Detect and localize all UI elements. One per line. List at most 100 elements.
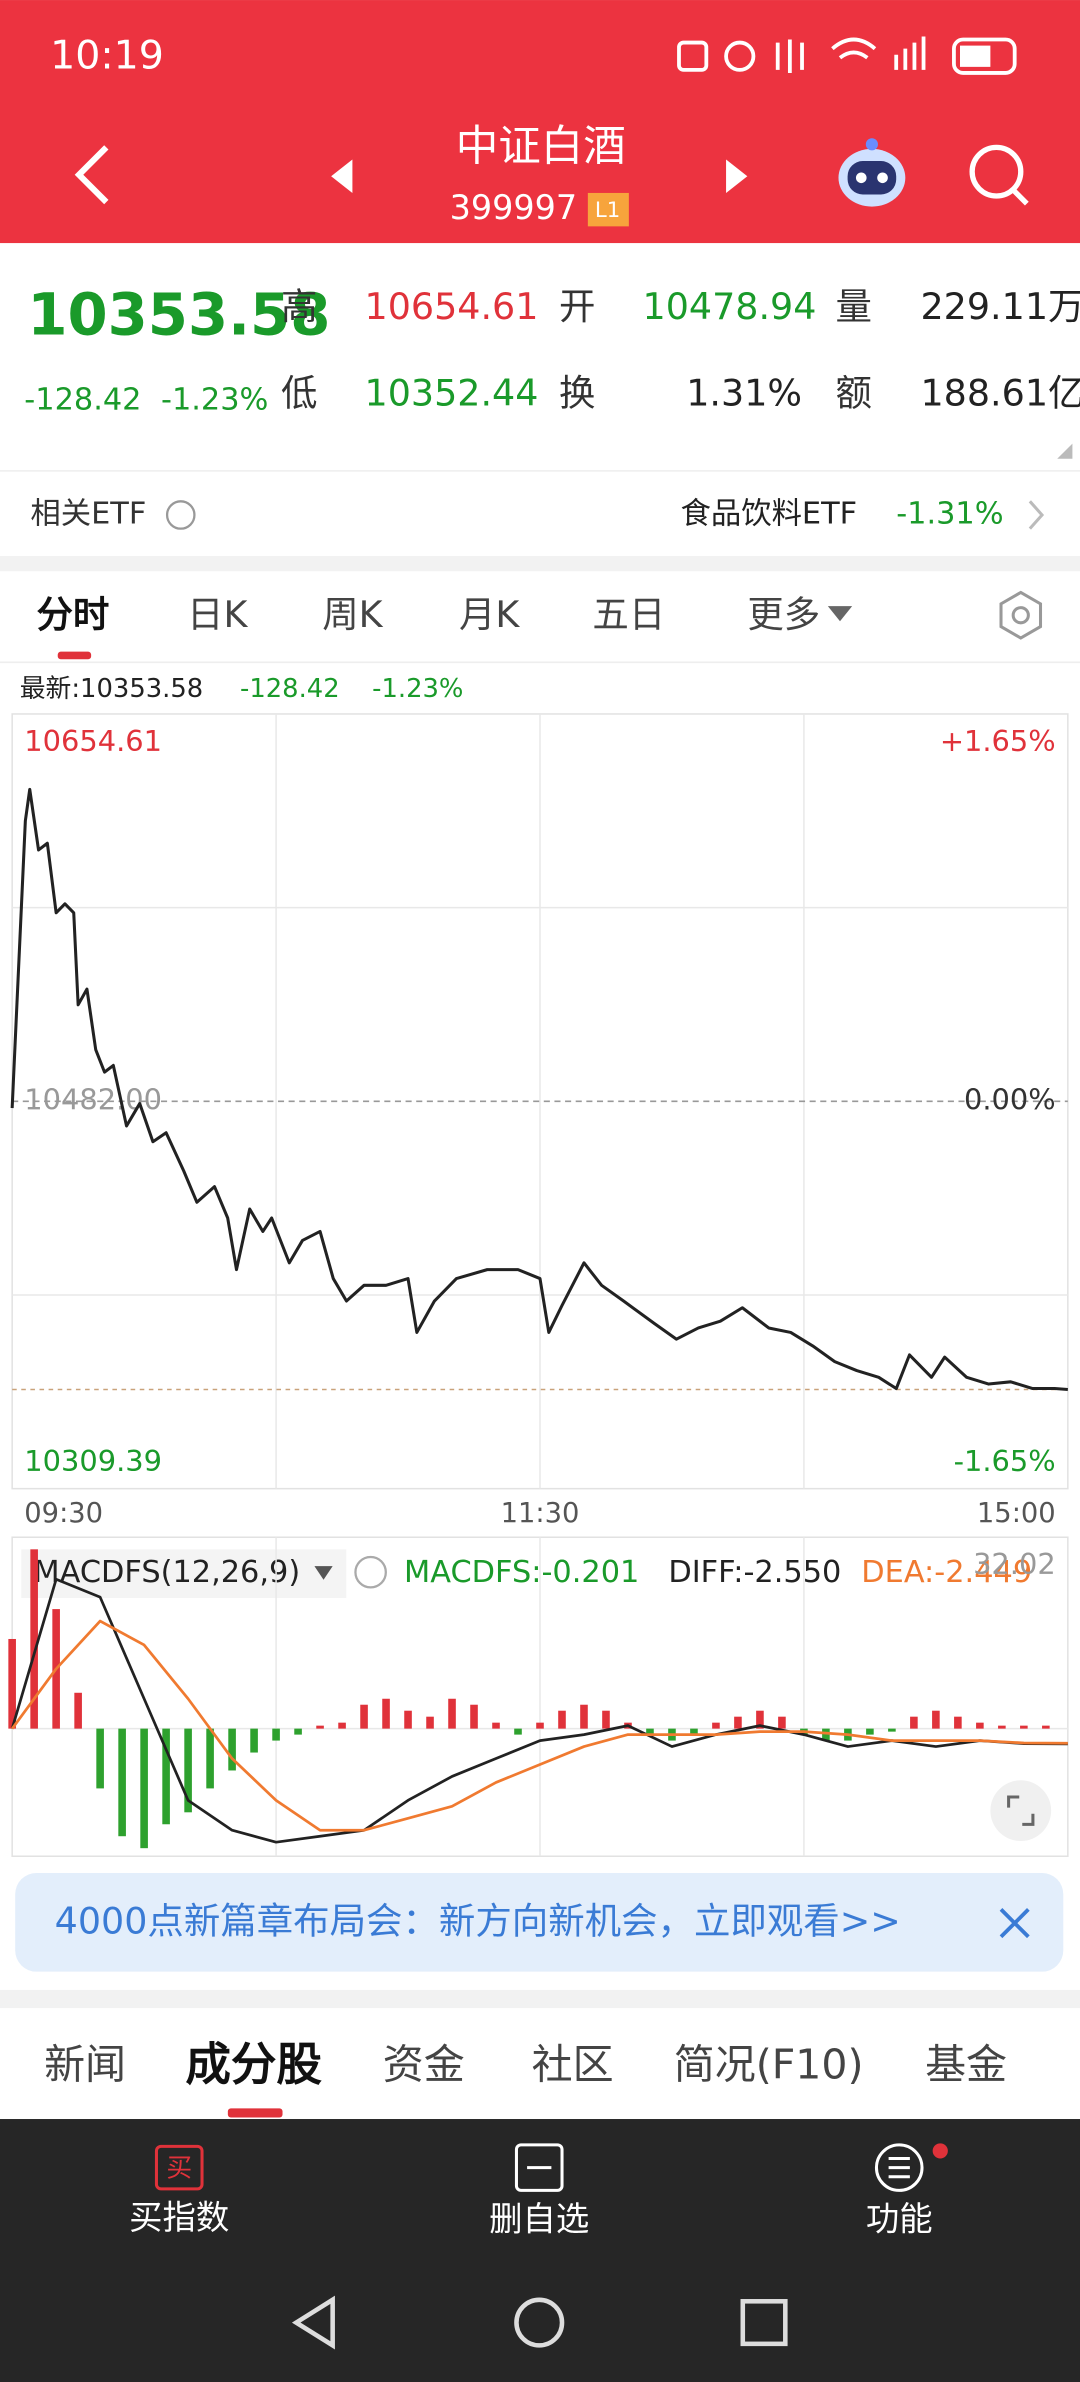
toolbar-item[interactable]: 删自选: [489, 2199, 589, 2238]
field-label: 低: [281, 371, 317, 414]
macd-bar: [448, 1698, 456, 1729]
macd-title: MACDFS(12,26,9): [33, 1555, 300, 1590]
field-value: 10654.61: [365, 285, 539, 328]
tab[interactable]: 资金: [383, 2040, 465, 2088]
price-line: [10, 787, 1068, 1391]
robot-button[interactable]: [838, 138, 906, 207]
macd-bar: [30, 1549, 38, 1729]
bottom-bar: [0, 2119, 1080, 2382]
section-gap: [0, 555, 1080, 572]
field-value: 10352.44: [365, 371, 539, 414]
tab[interactable]: 更多: [747, 593, 820, 636]
settings-dot: [1011, 606, 1030, 625]
tab[interactable]: 周K: [322, 593, 383, 636]
tab[interactable]: 新闻: [44, 2040, 126, 2088]
period-tabs: 分时 日K 周K 月K 五日 更多: [36, 593, 820, 636]
macd-bar: [184, 1728, 192, 1813]
help-icon[interactable]: [354, 1555, 387, 1589]
more-arrow: [827, 606, 853, 622]
toolbar-item[interactable]: 功能: [866, 2199, 933, 2238]
field-label: 高: [281, 285, 317, 328]
macd-bar: [162, 1728, 170, 1825]
banner-text: 4000点新篇章布局会：新方向新机会，立即观看>>: [55, 1900, 901, 1943]
prev-button[interactable]: [331, 159, 353, 193]
y-tick-label: 10654.61: [24, 724, 162, 758]
tab-underline: [57, 651, 92, 660]
field-value: 10478.94: [643, 285, 817, 328]
field-label: 量: [835, 285, 871, 328]
tab[interactable]: 成分股: [185, 2038, 322, 2091]
y2-tick-label: -1.65%: [954, 1444, 1056, 1478]
macd-bar: [382, 1698, 390, 1729]
settings-button[interactable]: [999, 590, 1043, 640]
macd-bar: [74, 1692, 82, 1729]
macd-bar: [558, 1710, 566, 1729]
macd-bar: [404, 1710, 412, 1729]
x-tick-label: 09:30: [24, 1498, 103, 1529]
bottom-tabs: 新闻 成分股 资金 社区 简况(F10) 基金: [44, 2038, 1007, 2091]
help-icon[interactable]: [165, 500, 196, 530]
latest-pct: -1.23%: [372, 674, 463, 704]
macd-bar: [580, 1704, 588, 1729]
y2-tick-label: 0.00%: [964, 1082, 1056, 1116]
tab[interactable]: 日K: [187, 593, 248, 636]
function-icon: [874, 2143, 924, 2192]
tab[interactable]: 月K: [459, 593, 520, 636]
macd-bar: [602, 1710, 610, 1729]
y-tick-label: 32.02: [973, 1547, 1056, 1581]
delete-icon: [514, 2143, 564, 2192]
search-button[interactable]: [969, 144, 1029, 206]
macd-bar: [118, 1728, 126, 1837]
macd-bar: [492, 1722, 500, 1729]
macd-bar: [756, 1710, 764, 1729]
etf-label: 相关ETF: [30, 496, 146, 531]
tab[interactable]: 简况(F10): [674, 2040, 864, 2088]
tab[interactable]: 社区: [532, 2040, 614, 2088]
charts: 09:30 11:30 15:00 10309.39 10482.00 10654.61 -…: [8, 713, 1068, 1857]
latest-change: -128.42: [240, 674, 340, 704]
nav-recent[interactable]: [740, 2299, 788, 2347]
macd-bar: [228, 1728, 236, 1771]
macd-bar: [140, 1728, 148, 1849]
macd-line: [11, 1619, 1068, 1832]
banner[interactable]: [15, 1872, 1064, 1972]
next-button[interactable]: [726, 159, 748, 193]
tab[interactable]: 基金: [925, 2040, 1007, 2088]
field-value: 229.11万: [921, 285, 1080, 328]
change: -128.42: [24, 383, 141, 418]
field-value: 1.31%: [686, 371, 802, 414]
macd-bar: [1020, 1725, 1028, 1729]
macd-bar: [250, 1728, 258, 1753]
nav-home[interactable]: [514, 2297, 565, 2348]
field-value: 188.61亿: [921, 371, 1080, 414]
field-label: 换: [559, 371, 595, 414]
chevron: [1028, 500, 1045, 530]
status-icons: [677, 36, 1017, 75]
macd-bar: [338, 1722, 346, 1729]
tab[interactable]: 五日: [592, 593, 665, 636]
banner-close[interactable]: [999, 1908, 1030, 1939]
nav-back[interactable]: [291, 2295, 335, 2350]
field-label: 开: [559, 285, 595, 328]
latest-label: 最新:10353.58: [20, 674, 204, 704]
corner-mark: [1057, 443, 1073, 459]
macd-bar: [294, 1728, 302, 1735]
tab[interactable]: 分时: [36, 593, 109, 636]
back-button[interactable]: [74, 145, 109, 205]
price: 10353.58: [27, 281, 330, 349]
toolbar-item[interactable]: 买指数: [129, 2198, 229, 2237]
macd-bar: [1042, 1725, 1050, 1729]
etf-name[interactable]: 食品饮料ETF: [681, 496, 858, 531]
macd-bar: [976, 1722, 984, 1729]
selector-arrow: [314, 1566, 333, 1580]
macd-bar: [514, 1728, 522, 1735]
macd-bar: [690, 1728, 698, 1735]
expand-button[interactable]: [990, 1780, 1052, 1842]
macd-selector[interactable]: [21, 1549, 347, 1599]
tab-underline: [227, 2108, 283, 2118]
y2-tick-label: +1.65%: [940, 724, 1056, 758]
macd-bar: [536, 1722, 544, 1729]
header-bg: [0, 0, 1080, 244]
